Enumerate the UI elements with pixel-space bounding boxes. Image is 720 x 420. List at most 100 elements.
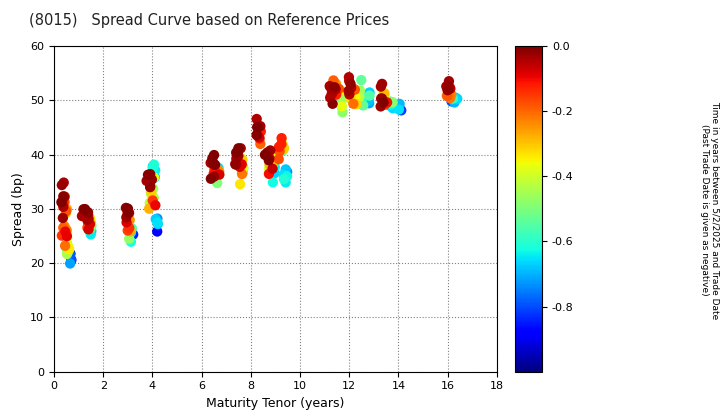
Point [269,170,280,177]
Point [364,89,375,96]
Point [233,145,244,152]
Point [326,87,338,93]
Point [57,215,68,221]
Point [378,99,390,106]
Point [343,88,354,94]
Point [122,227,133,234]
Point [264,155,275,162]
Point [325,94,336,101]
Point [208,161,220,168]
Point [64,250,76,257]
Point [58,203,69,210]
Point [125,229,137,236]
Point [394,100,405,107]
Point [210,161,221,168]
Point [441,92,453,99]
Point [152,221,163,228]
Point [449,94,461,101]
Point [145,189,157,196]
Point [122,208,134,215]
Point [124,217,135,223]
Point [442,87,454,94]
Point [148,161,160,168]
Point [60,228,71,235]
Point [148,174,160,181]
Point [393,106,405,113]
Point [350,94,361,101]
Point [58,224,69,231]
Point [150,202,161,209]
Point [59,223,71,230]
Point [213,168,225,175]
Point [442,86,454,93]
Point [327,100,338,107]
Point [377,81,388,87]
Point [255,128,266,135]
Point [82,209,94,215]
Point [85,223,96,230]
Point [58,194,70,200]
Point [444,87,456,94]
Point [379,90,390,97]
Point [237,169,248,176]
Point [124,216,135,223]
Point [442,83,454,90]
Text: (8015)   Spread Curve based on Reference Prices: (8015) Spread Curve based on Reference P… [29,13,389,28]
Point [237,156,248,163]
Point [123,210,135,216]
Point [63,246,75,253]
Point [78,206,89,213]
Point [276,141,287,147]
Point [343,78,355,84]
Point [391,102,402,108]
Point [208,171,220,177]
Point [56,199,68,206]
Point [56,232,68,239]
Point [280,179,292,186]
Point [280,166,292,173]
Point [236,171,248,177]
Point [66,257,77,264]
Point [451,95,463,102]
Point [264,161,275,168]
Point [441,93,453,100]
Point [354,94,365,100]
Point [122,211,133,218]
Point [61,243,73,249]
Point [330,80,342,87]
Point [148,185,159,192]
Point [148,194,160,201]
Point [335,94,346,101]
Point [356,77,367,84]
X-axis label: Maturity Tenor (years): Maturity Tenor (years) [206,397,345,410]
Point [277,147,289,154]
Point [85,220,96,226]
Point [252,124,264,131]
Point [238,164,249,171]
Point [121,219,132,226]
Point [126,225,138,232]
Point [62,242,73,249]
Point [379,93,391,100]
Point [254,135,266,142]
Point [84,221,96,228]
Point [63,246,75,253]
Point [81,216,93,223]
Point [375,103,387,110]
Point [385,101,397,108]
Point [268,168,279,174]
Point [234,181,246,188]
Point [278,176,289,182]
Point [144,200,156,206]
Point [152,215,163,222]
Point [269,164,281,171]
Point [59,199,71,205]
Point [276,140,288,147]
Point [234,163,246,170]
Point [382,99,393,106]
Point [273,144,284,150]
Point [60,227,71,234]
Point [255,123,266,129]
Point [379,101,391,108]
Point [264,165,275,172]
